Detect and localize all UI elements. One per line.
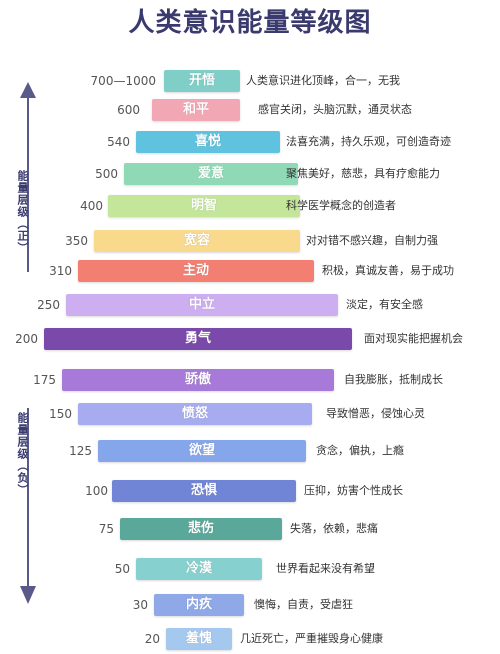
level-description: 人类意识进化顶峰，合一，无我 <box>246 74 400 87</box>
level-description: 感官关闭，头脑沉默，通灵状态 <box>258 103 412 116</box>
level-bar <box>112 480 296 502</box>
level-description: 几近死亡，严重摧毁身心健康 <box>240 632 383 645</box>
level-description: 失落，依赖，悲痛 <box>290 522 378 535</box>
up-arrow-icon <box>20 82 36 272</box>
level-value: 700—1000 <box>90 74 156 88</box>
level-value: 350 <box>65 234 88 248</box>
level-row: 125 欲望 贪念，偏执，上瘾 <box>0 438 500 464</box>
level-value: 250 <box>37 298 60 312</box>
level-row: 700—1000 开悟 人类意识进化顶峰，合一，无我 <box>0 68 500 94</box>
level-name: 喜悦 <box>194 134 221 149</box>
level-name: 勇气 <box>184 331 211 346</box>
level-name: 宽容 <box>183 233 210 248</box>
level-value: 600 <box>117 103 140 117</box>
level-description: 贪念，偏执，上瘾 <box>316 444 404 457</box>
level-name: 爱意 <box>197 166 224 181</box>
level-bar <box>136 131 280 153</box>
level-row: 400 明智 科学医学概念的创造者 <box>0 193 500 219</box>
level-bar <box>94 230 300 252</box>
level-name: 中立 <box>188 297 215 312</box>
level-name: 愤怒 <box>181 406 208 421</box>
level-description: 懊悔，自责，受虐狂 <box>254 598 353 611</box>
level-description: 聚焦美好，慈悲，具有疗愈能力 <box>286 167 440 180</box>
level-description: 积极，真诚友善，易于成功 <box>322 264 454 277</box>
level-bar <box>66 294 338 316</box>
level-row: 250 中立 淡定，有安全感 <box>0 292 500 318</box>
level-row: 310 主动 积极，真诚友善，易于成功 <box>0 258 500 284</box>
level-bar <box>124 163 298 185</box>
level-name: 骄傲 <box>184 372 211 387</box>
level-description: 淡定，有安全感 <box>346 298 423 311</box>
level-row: 200 勇气 面对现实能把握机会 <box>0 326 500 352</box>
level-description: 面对现实能把握机会 <box>364 332 463 345</box>
level-description: 压抑，妨害个性成长 <box>304 484 403 497</box>
level-description: 科学医学概念的创造者 <box>286 199 396 212</box>
level-bar <box>62 369 334 391</box>
level-bar <box>78 260 314 282</box>
level-bar <box>108 195 300 217</box>
level-description: 世界看起来没有希望 <box>276 562 375 575</box>
level-row: 600 和平 感官关闭，头脑沉默，通灵状态 <box>0 97 500 123</box>
level-name: 开悟 <box>188 73 215 88</box>
level-value: 150 <box>49 407 72 421</box>
level-value: 400 <box>80 199 103 213</box>
level-bar <box>164 70 240 92</box>
level-value: 125 <box>69 444 92 458</box>
level-name: 恐惧 <box>190 483 217 498</box>
level-row: 500 爱意 聚焦美好，慈悲，具有疗愈能力 <box>0 161 500 187</box>
level-name: 冷漠 <box>185 561 212 576</box>
level-value: 310 <box>49 264 72 278</box>
level-name: 内疚 <box>185 597 212 612</box>
level-value: 175 <box>33 373 56 387</box>
level-value: 200 <box>15 332 38 346</box>
level-name: 主动 <box>182 263 209 278</box>
page-title: 人类意识能量等级图 <box>128 8 372 38</box>
level-bar <box>78 403 312 425</box>
level-name: 羞愧 <box>185 631 212 646</box>
positive-side-label: 能量层级（正） <box>16 170 29 254</box>
level-name: 和平 <box>182 102 209 117</box>
level-row: 540 喜悦 法喜充满，持久乐观，可创造奇迹 <box>0 129 500 155</box>
level-bar <box>152 99 240 121</box>
level-name: 明智 <box>190 198 217 213</box>
level-value: 50 <box>114 562 130 576</box>
level-name: 欲望 <box>188 443 215 458</box>
level-bar <box>44 328 352 350</box>
level-value: 20 <box>144 632 160 646</box>
level-value: 75 <box>98 522 114 536</box>
level-bar <box>166 628 232 650</box>
level-value: 30 <box>132 598 148 612</box>
level-row: 350 宽容 对对错不感兴趣，自制力强 <box>0 228 500 254</box>
level-row: 50 冷漠 世界看起来没有希望 <box>0 556 500 582</box>
down-arrow-icon <box>20 408 36 604</box>
level-row: 100 恐惧 压抑，妨害个性成长 <box>0 478 500 504</box>
level-bar <box>136 558 262 580</box>
level-bar <box>120 518 282 540</box>
level-value: 100 <box>85 484 108 498</box>
level-value: 540 <box>107 135 130 149</box>
level-row: 150 愤怒 导致憎恶，侵蚀心灵 <box>0 401 500 427</box>
level-row: 20 羞愧 几近死亡，严重摧毁身心健康 <box>0 626 500 652</box>
negative-side-label: 能量层级（负） <box>16 412 29 496</box>
level-description: 导致憎恶，侵蚀心灵 <box>326 407 425 420</box>
level-row: 30 内疚 懊悔，自责，受虐狂 <box>0 592 500 618</box>
level-row: 175 骄傲 自我膨胀，抵制成长 <box>0 367 500 393</box>
level-name: 悲伤 <box>187 521 214 536</box>
level-description: 法喜充满，持久乐观，可创造奇迹 <box>286 135 451 148</box>
level-value: 500 <box>95 167 118 181</box>
level-bar <box>154 594 244 616</box>
level-bar <box>98 440 306 462</box>
level-row: 75 悲伤 失落，依赖，悲痛 <box>0 516 500 542</box>
level-description: 对对错不感兴趣，自制力强 <box>306 234 438 247</box>
level-description: 自我膨胀，抵制成长 <box>344 373 443 386</box>
